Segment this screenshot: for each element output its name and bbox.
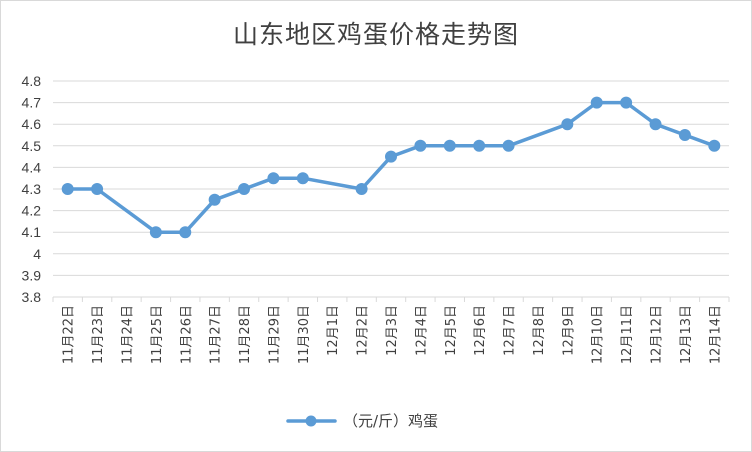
data-point <box>590 96 603 109</box>
y-tick-label: 4 <box>33 246 41 262</box>
x-tick-label: 11月23日 <box>91 305 106 364</box>
x-tick-label: 12月11日 <box>620 305 635 364</box>
legend-marker <box>305 415 317 427</box>
x-tick-label: 11月28日 <box>238 305 253 364</box>
y-tick-label: 4.4 <box>22 159 42 175</box>
y-tick-label: 3.9 <box>22 267 42 283</box>
y-tick-label: 4.6 <box>22 116 42 132</box>
x-tick-label: 11月27日 <box>209 305 224 364</box>
y-tick-label: 4.2 <box>22 203 42 219</box>
legend-label: （元/斤）鸡蛋 <box>343 412 438 430</box>
x-tick-label: 12月12日 <box>650 305 665 364</box>
x-tick-label: 12月8日 <box>532 305 547 356</box>
data-point <box>238 183 251 195</box>
x-tick-label: 11月30日 <box>297 305 312 364</box>
data-point <box>267 172 280 185</box>
data-point <box>208 193 221 206</box>
data-point <box>620 96 633 109</box>
data-point <box>91 183 104 195</box>
y-tick-label: 4.8 <box>22 73 42 89</box>
x-tick-label: 11月25日 <box>150 305 165 364</box>
y-tick-label: 4.7 <box>22 95 42 111</box>
x-tick-label: 12月10日 <box>591 305 606 364</box>
data-point <box>179 226 192 239</box>
y-tick-label: 4.5 <box>22 138 42 154</box>
x-tick-label: 12月6日 <box>473 305 488 356</box>
data-point <box>61 183 74 195</box>
x-tick-label: 11月26日 <box>179 305 194 364</box>
data-point <box>149 226 162 239</box>
data-point <box>649 118 662 131</box>
x-tick-label: 12月3日 <box>385 305 400 356</box>
data-point <box>296 172 309 185</box>
data-point <box>561 118 574 131</box>
y-tick-label: 4.3 <box>22 181 42 197</box>
x-tick-label: 12月13日 <box>679 305 694 364</box>
x-tick-label: 12月14日 <box>708 305 723 364</box>
data-point <box>678 129 691 141</box>
x-tick-label: 12月2日 <box>356 305 371 356</box>
x-tick-label: 12月1日 <box>326 305 341 356</box>
x-tick-label: 12月9日 <box>561 305 576 356</box>
x-tick-label: 11月24日 <box>120 305 135 364</box>
data-point <box>443 139 456 152</box>
data-point <box>473 139 486 152</box>
x-tick-label: 12月4日 <box>414 305 429 356</box>
data-point <box>385 150 397 163</box>
data-point <box>708 139 721 152</box>
x-tick-label: 12月5日 <box>444 305 459 356</box>
x-tick-label: 12月7日 <box>503 305 518 356</box>
data-point <box>502 139 515 152</box>
x-tick-label: 11月22日 <box>62 305 77 364</box>
chart-title: 山东地区鸡蛋价格走势图 <box>232 20 519 49</box>
data-point <box>355 183 368 195</box>
data-point <box>414 139 427 152</box>
y-tick-label: 3.8 <box>22 289 42 305</box>
y-tick-label: 4.1 <box>22 224 42 240</box>
x-tick-label: 11月29日 <box>267 305 282 364</box>
